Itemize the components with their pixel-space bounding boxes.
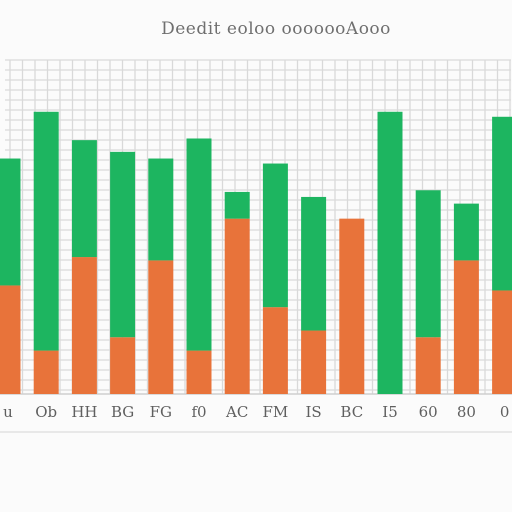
bar-segment-orange bbox=[262, 307, 288, 394]
bar-segment-orange bbox=[301, 330, 327, 394]
bar-segment-orange bbox=[110, 337, 136, 394]
bar-segment-orange bbox=[148, 260, 174, 394]
x-tick-label: 80 bbox=[457, 403, 476, 421]
bar-segment-orange bbox=[415, 337, 441, 394]
bar-segment-green bbox=[33, 111, 59, 351]
x-tick-label: u bbox=[3, 403, 13, 421]
bar-segment-green bbox=[0, 158, 21, 286]
bar-segment-green bbox=[186, 138, 212, 351]
x-tick-label: 0 bbox=[500, 403, 510, 421]
bar-segment-green bbox=[148, 158, 174, 261]
bar-segment-green bbox=[224, 191, 250, 219]
bar-segment-green bbox=[301, 196, 327, 331]
x-tick-label: FG bbox=[150, 403, 172, 421]
bar-segment-orange bbox=[186, 350, 212, 394]
bar-segment-orange bbox=[0, 285, 21, 394]
x-tick-label: Ob bbox=[35, 403, 57, 421]
x-tick-label: HH bbox=[71, 403, 97, 421]
x-tick-label: BC bbox=[340, 403, 363, 421]
chart-title: Deedit eoloo ooooooAooo bbox=[161, 19, 391, 39]
bar-segment-green bbox=[262, 163, 288, 308]
bars bbox=[0, 111, 512, 395]
bar-segment-orange bbox=[33, 350, 59, 394]
bar-segment-green bbox=[71, 140, 97, 258]
bar-segment-orange bbox=[453, 260, 479, 394]
x-tick-label: f0 bbox=[191, 403, 206, 421]
bar-segment-green bbox=[453, 203, 479, 261]
bar-segment-orange bbox=[492, 290, 512, 394]
x-tick-label: 60 bbox=[419, 403, 438, 421]
x-tick-label: BG bbox=[111, 403, 134, 421]
bar-segment-green bbox=[110, 151, 136, 338]
x-tick-label: IS bbox=[305, 403, 321, 421]
bar-segment-green bbox=[377, 111, 403, 395]
x-tick-label: AC bbox=[225, 403, 248, 421]
x-tick-label: FM bbox=[263, 403, 289, 421]
bar-segment-green bbox=[415, 190, 441, 338]
x-tick-labels: u Ob HH BG FG f0 AC FM IS BC I5 60 80 0 bbox=[3, 403, 509, 421]
bar-segment-orange bbox=[71, 257, 97, 394]
bar-segment-orange bbox=[339, 218, 365, 394]
bar-segment-green bbox=[492, 116, 512, 291]
x-tick-label: I5 bbox=[382, 403, 397, 421]
bar-segment-orange bbox=[224, 218, 250, 394]
